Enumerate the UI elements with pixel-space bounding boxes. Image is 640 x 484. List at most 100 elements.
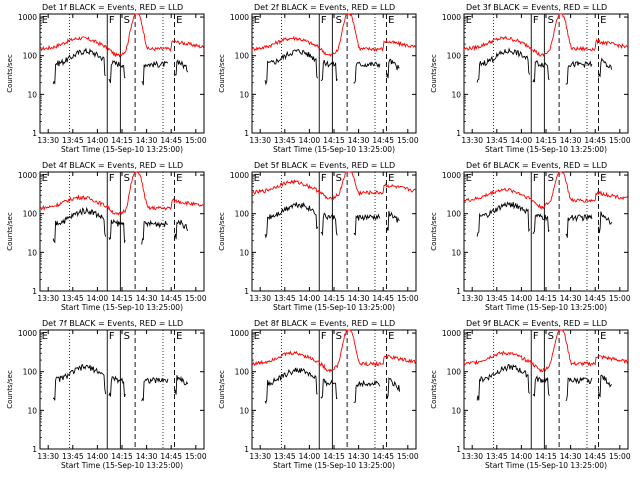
panel-title: Det 6f BLACK = Events, RED = LLD [466,161,607,170]
lld-series-line [39,171,205,216]
x-axis-label: Start Time (15-Sep-10 13:25:00) [485,145,607,154]
x-tick-label: 14:15 [323,136,345,145]
x-tick-label: 14:15 [323,294,345,303]
y-axis-label: Counts/sec [6,370,14,409]
x-tick-label: 14:00 [87,136,109,145]
attenuator-mark: E [388,15,394,26]
axes-frame [251,13,417,134]
y-tick-label: 100 [235,368,250,377]
attenuator-mark: E [254,331,260,342]
attenuator-mark: F [533,15,539,26]
attenuator-mark: F [109,331,115,342]
axes-frame [39,171,205,292]
attenuator-mark: E [466,15,472,26]
y-tick-label: 1000 [18,171,37,180]
lld-series-line [463,329,629,373]
x-tick-label: 14:00 [299,294,321,303]
x-tick-label: 13:45 [486,294,508,303]
x-tick-label: 13:45 [486,452,508,461]
x-tick-label: 14:45 [584,452,606,461]
events-series-line [174,59,189,77]
x-tick-label: 13:30 [249,136,271,145]
y-axis-label: Counts/sec [430,370,438,409]
attenuator-mark: E [42,173,48,184]
y-tick-label: 10 [27,406,37,415]
y-axis-label: Counts/sec [218,212,226,251]
y-tick-label: 100 [447,368,462,377]
attenuator-mark: E [176,331,182,342]
panel-det-7: Det 7f BLACK = Events, RED = LLD 1 10 100 10… [6,319,207,470]
attenuator-mark: F [321,15,327,26]
x-tick-label: 13:30 [461,452,483,461]
panel-det-5: Det 5f BLACK = Events, RED = LLD 1 10 100 10… [218,161,419,312]
attenuator-mark: E [466,331,472,342]
panel-det-4: Det 4f BLACK = Events, RED = LLD 1 10 100 10… [6,161,207,312]
events-series-line [52,364,107,401]
y-tick-label: 1 [456,129,461,138]
x-tick-label: 14:00 [511,136,533,145]
attenuator-mark: E [176,173,182,184]
attenuator-mark: E [176,15,182,26]
y-tick-label: 100 [447,52,462,61]
axes-frame [251,171,417,292]
y-tick-label: 10 [451,248,461,257]
axes-frame [39,329,205,450]
x-axis-label: Start Time (15-Sep-10 13:25:00) [273,303,395,312]
panel-det-8: Det 8f BLACK = Events, RED = LLD 1 10 100 10… [218,319,419,470]
x-tick-label: 14:30 [560,452,582,461]
x-tick-label: 14:45 [160,136,182,145]
attenuator-mark: F [109,15,115,26]
panel-title: Det 9f BLACK = Events, RED = LLD [466,319,607,328]
x-tick-label: 14:30 [348,136,370,145]
y-tick-label: 1000 [230,329,249,338]
x-tick-label: 13:30 [461,136,483,145]
y-tick-label: 100 [235,52,250,61]
events-series-line [52,206,107,244]
panel-title: Det 7f BLACK = Events, RED = LLD [42,319,183,328]
y-axis-label: Counts/sec [218,370,226,409]
x-axis-label: Start Time (15-Sep-10 13:25:00) [273,461,395,470]
lld-series-line [251,12,417,57]
x-tick-label: 14:30 [136,136,158,145]
events-series-line [476,363,530,401]
events-series-line [598,211,613,234]
x-tick-label: 14:00 [511,452,533,461]
x-tick-label: 14:30 [348,294,370,303]
x-tick-label: 14:00 [299,452,321,461]
x-tick-label: 14:00 [511,294,533,303]
panel-title: Det 5f BLACK = Events, RED = LLD [254,161,395,170]
x-axis-label: Start Time (15-Sep-10 13:25:00) [61,145,183,154]
y-tick-label: 1 [456,287,461,296]
panel-title: Det 2f BLACK = Events, RED = LLD [254,3,395,12]
axes-frame [463,329,629,450]
events-series-line [264,48,318,86]
x-tick-label: 15:00 [609,136,631,145]
y-tick-label: 10 [239,90,249,99]
attenuator-mark: F [533,331,539,342]
panel-det-3: Det 3f BLACK = Events, RED = LLD 1 10 100 10… [430,3,631,154]
axes-frame [251,329,417,450]
y-tick-label: 100 [235,210,250,219]
y-axis-label: Counts/sec [6,212,14,251]
x-tick-label: 13:30 [37,452,59,461]
x-axis-label: Start Time (15-Sep-10 13:25:00) [485,461,607,470]
attenuator-mark: E [42,15,48,26]
panel-title: Det 8f BLACK = Events, RED = LLD [254,319,395,328]
events-series-line [386,377,401,399]
events-series-line [108,60,126,84]
lld-series-line [251,171,417,201]
events-series-line [174,375,189,395]
lld-series-line [39,13,205,58]
x-tick-label: 15:00 [609,452,631,461]
y-tick-label: 100 [23,210,38,219]
events-series-line [264,367,318,405]
x-tick-label: 15:00 [397,136,419,145]
y-tick-label: 1000 [230,171,249,180]
axes-frame [463,171,629,292]
x-tick-label: 15:00 [397,294,419,303]
lld-series-line [463,13,629,57]
attenuator-mark: S [336,15,342,26]
panel-title: Det 1f BLACK = Events, RED = LLD [42,3,183,12]
events-series-line [532,213,550,235]
